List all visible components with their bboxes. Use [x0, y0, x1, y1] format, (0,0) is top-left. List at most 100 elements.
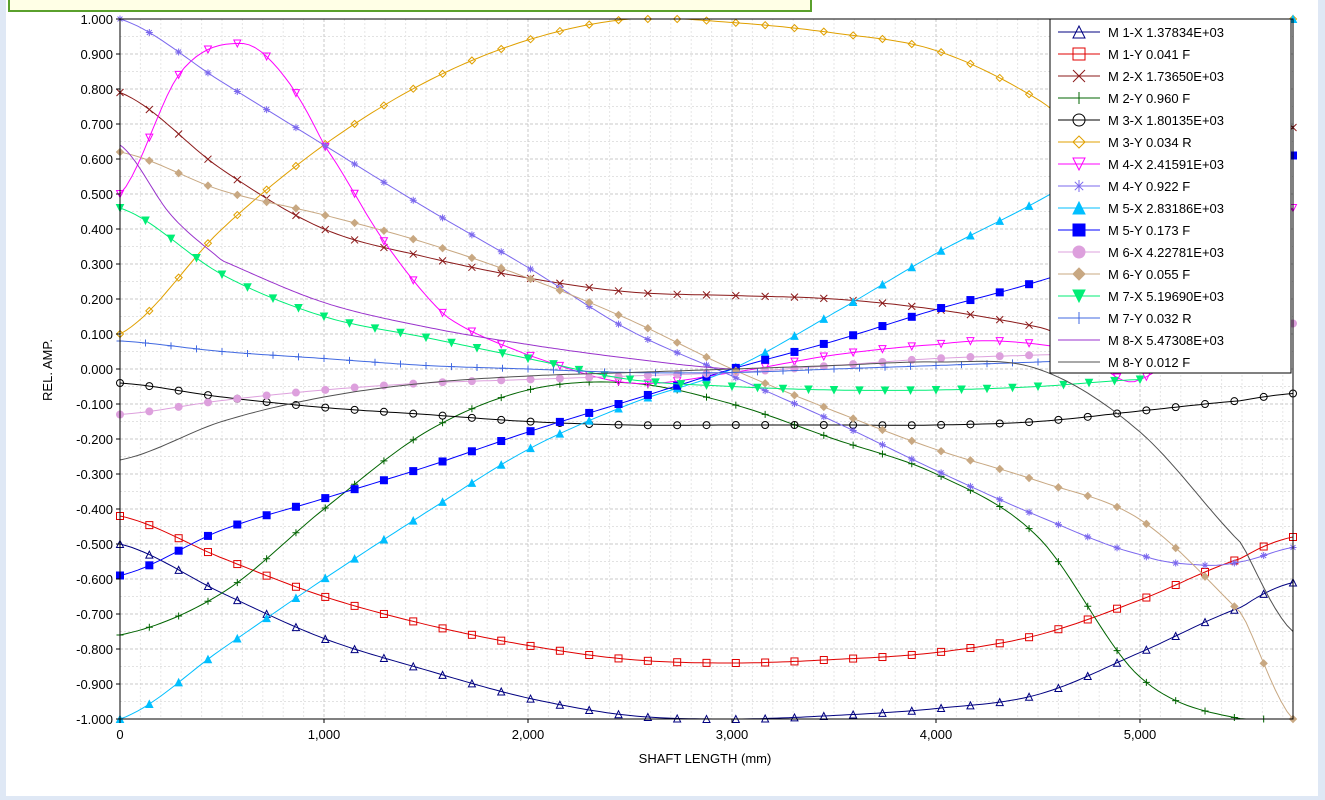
- data-point: [907, 650, 916, 659]
- data-point: [1084, 533, 1092, 541]
- legend-label: M 3-X 1.80135E+03: [1108, 113, 1224, 128]
- data-point: [673, 349, 681, 357]
- data-point: [1172, 697, 1180, 705]
- data-point: [1171, 403, 1180, 412]
- data-point: [438, 257, 447, 265]
- data-point: [703, 361, 710, 369]
- data-point: [497, 263, 506, 273]
- data-point: [447, 338, 456, 348]
- data-point: [497, 415, 506, 424]
- legend-entry-5[interactable]: M 3-X 1.80135E+03: [1058, 113, 1224, 128]
- data-point: [350, 383, 359, 392]
- data-point: [931, 386, 941, 395]
- series-line: [119, 382, 1294, 426]
- data-point: [585, 283, 594, 292]
- data-point: [1135, 375, 1145, 385]
- legend-box: [1049, 18, 1292, 374]
- y-tick-label: -0.600: [76, 572, 113, 587]
- data-point: [958, 361, 965, 369]
- data-point: [1034, 358, 1042, 366]
- data-point: [1259, 589, 1268, 598]
- legend-entry-3[interactable]: M 2-X 1.73650E+03: [1058, 69, 1224, 84]
- data-point: [204, 597, 212, 605]
- legend-marker: [1073, 92, 1085, 104]
- legend-marker: [1072, 69, 1086, 83]
- data-point: [438, 308, 447, 318]
- data-point: [848, 31, 858, 40]
- legend[interactable]: M 1-X 1.37834E+03 M 1-Y 0.041 F M 2-X 1.73…: [1049, 18, 1292, 374]
- data-point: [732, 374, 740, 382]
- data-point: [1230, 559, 1238, 567]
- legend-entry-9[interactable]: M 5-X 2.83186E+03: [1058, 200, 1224, 216]
- data-point: [523, 354, 533, 364]
- legend-entry-14[interactable]: M 7-Y 0.032 R: [1058, 311, 1192, 326]
- legend-entry-4[interactable]: M 2-Y 0.960 F: [1058, 91, 1190, 106]
- data-point: [438, 624, 447, 633]
- legend-entry-12[interactable]: M 6-Y 0.055 F: [1058, 267, 1190, 282]
- data-point: [1084, 602, 1092, 610]
- legend-entry-8[interactable]: M 4-Y 0.922 F: [1058, 179, 1190, 194]
- legend-entry-2[interactable]: M 1-Y 0.041 F: [1058, 47, 1190, 62]
- data-point: [936, 447, 946, 456]
- data-point: [269, 351, 277, 359]
- data-point: [878, 653, 887, 662]
- data-point: [550, 366, 557, 374]
- data-point: [497, 44, 506, 54]
- data-point: [321, 142, 329, 150]
- data-point: [790, 657, 799, 666]
- data-point: [790, 421, 799, 429]
- data-point: [761, 366, 770, 375]
- legend-entry-7[interactable]: M 4-X 2.41591E+03: [1058, 157, 1224, 172]
- legend-entry-13[interactable]: M 7-X 5.19690E+03: [1058, 289, 1224, 304]
- data-point: [409, 436, 417, 444]
- y-tick-label: -0.200: [76, 432, 113, 447]
- data-point: [499, 364, 506, 372]
- data-point: [233, 560, 242, 569]
- legend-label: M 1-Y 0.041 F: [1108, 47, 1190, 62]
- data-point: [203, 181, 213, 190]
- data-point: [848, 709, 858, 719]
- legend-entry-15[interactable]: M 8-X 5.47308E+03: [1058, 333, 1224, 348]
- data-point: [614, 400, 623, 409]
- legend-entry-6[interactable]: M 3-Y 0.034 R: [1058, 135, 1192, 150]
- data-point: [292, 124, 300, 132]
- data-point: [907, 312, 916, 321]
- legend-entry-16[interactable]: M 8-Y 0.012 F: [1058, 355, 1190, 370]
- data-point: [849, 427, 857, 435]
- data-point: [754, 368, 761, 376]
- data-point: [291, 582, 300, 591]
- data-point: [174, 386, 183, 395]
- data-point: [819, 314, 829, 323]
- data-point: [192, 254, 201, 263]
- data-point: [966, 420, 975, 429]
- data-point: [244, 349, 251, 357]
- data-point: [1113, 409, 1122, 418]
- data-point: [439, 214, 447, 222]
- data-point: [233, 190, 242, 200]
- data-point: [996, 503, 1004, 511]
- series-line: [119, 360, 1294, 632]
- data-point: [702, 291, 711, 299]
- data-point: [966, 230, 975, 240]
- y-tick-label: 0.000: [80, 362, 113, 377]
- data-point: [790, 331, 799, 340]
- data-point: [380, 457, 388, 465]
- data-point: [145, 382, 154, 391]
- data-point: [819, 294, 828, 303]
- data-point: [830, 365, 838, 373]
- legend-entry-10[interactable]: M 5-Y 0.173 F: [1058, 223, 1190, 238]
- data-point: [291, 388, 300, 397]
- legend-entry-1[interactable]: M 1-X 1.37834E+03: [1058, 24, 1224, 40]
- data-point: [291, 204, 301, 213]
- legend-entry-11[interactable]: M 6-X 4.22781E+03: [1058, 245, 1224, 260]
- data-point: [1171, 580, 1180, 589]
- data-point: [1201, 400, 1210, 409]
- data-point: [145, 623, 153, 631]
- data-point: [731, 18, 741, 27]
- data-point: [676, 380, 686, 389]
- data-point: [527, 265, 535, 273]
- data-point: [1230, 602, 1239, 611]
- data-point: [673, 370, 682, 379]
- data-point: [292, 529, 300, 537]
